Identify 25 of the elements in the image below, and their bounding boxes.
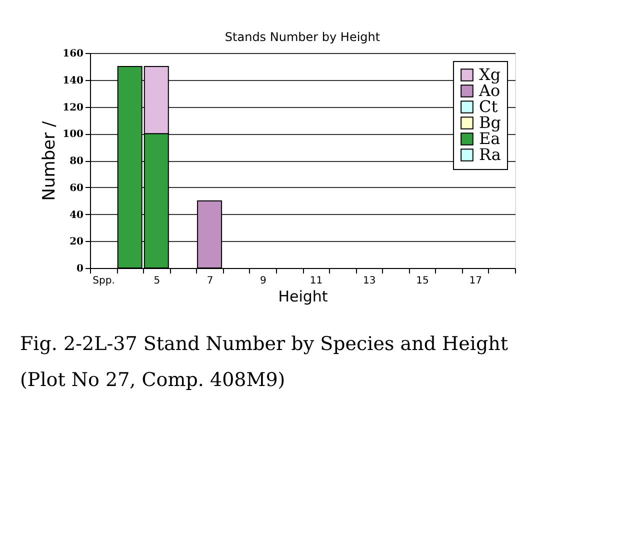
legend-label: Bg (479, 113, 501, 132)
y-tick-label: 60 (70, 182, 84, 194)
x-tick-label: 15 (416, 276, 429, 286)
y-tick-label: 0 (76, 264, 84, 274)
x-tick-label: Spp. (92, 276, 115, 286)
chart-title: Stands Number by Height (224, 30, 380, 44)
y-tick-label: 80 (70, 156, 84, 167)
x-tick-label: 5 (154, 276, 160, 286)
caption: Fig. 2-2L-37 Stand Number by Species and Height (Plot No 27, Comp. 408M9) (20, 333, 508, 391)
x-axis-title: Height (278, 288, 328, 306)
y-tick-label: 40 (70, 210, 84, 221)
y-axis-title: Number / (40, 121, 60, 201)
y-tick-label: 20 (70, 236, 84, 248)
x-tick-label: 9 (260, 276, 266, 286)
x-tick-label: 13 (363, 276, 376, 286)
y-tick-label: 100 (62, 129, 84, 140)
y-tick-label: 140 (62, 75, 84, 86)
x-tick-label: 17 (469, 276, 482, 286)
x-tick-label: 11 (310, 276, 323, 286)
legend-label: Ra (479, 145, 502, 164)
legend-label: Ct (479, 97, 498, 116)
x-tick-label: 7 (206, 276, 214, 286)
legend-label: Xg (479, 65, 501, 84)
y-tick-label: 160 (62, 48, 84, 60)
y-tick-label: 120 (62, 102, 84, 114)
